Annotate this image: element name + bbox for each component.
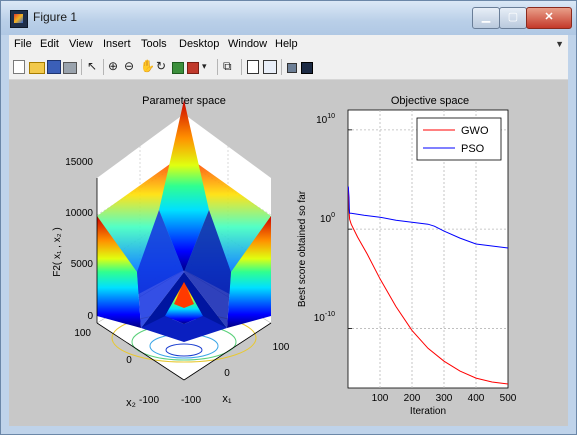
series-line-gwo: [347, 187, 509, 385]
z-tick-label: 10000: [65, 208, 93, 219]
show-tools-icon[interactable]: [287, 63, 297, 73]
legend[interactable]: GWO PSO: [416, 117, 502, 161]
right-plot-title: Objective space: [391, 95, 469, 107]
figure-canvas: Parameter space: [9, 80, 568, 426]
x-axis-label: Iteration: [410, 406, 446, 417]
save-icon[interactable]: [47, 60, 61, 74]
legend-icon[interactable]: [247, 60, 259, 74]
x1-tick-label: 0: [224, 368, 230, 379]
x-tick-label: 400: [468, 393, 485, 404]
x-tick-label: 100: [372, 393, 389, 404]
menu-help[interactable]: Help: [275, 38, 298, 50]
menu-tools[interactable]: Tools: [141, 38, 167, 50]
close-button[interactable]: ✕: [526, 7, 572, 29]
menu-desktop[interactable]: Desktop: [179, 38, 220, 50]
legend-box: [416, 117, 502, 161]
y-tick-labels: 1010 100 10-10: [314, 113, 335, 324]
x-tick-label: 500: [500, 393, 517, 404]
open-file-icon[interactable]: [29, 62, 45, 74]
z-tick-label: 5000: [71, 259, 94, 270]
maximize-button[interactable]: ▢: [499, 7, 527, 29]
legend-label-gwo: GWO: [461, 125, 489, 137]
title-bar[interactable]: Figure 1 ▁ ▢ ✕: [1, 1, 576, 35]
menu-insert[interactable]: Insert: [103, 38, 131, 50]
data-cursor-icon[interactable]: [172, 62, 184, 74]
figure-svg: Parameter space: [52, 95, 517, 417]
z-axis-label: F2( x₁ , x₂ ): [52, 227, 63, 276]
window-title: Figure 1: [33, 10, 78, 24]
legend-label-pso: PSO: [461, 143, 485, 155]
menu-edit[interactable]: Edit: [40, 38, 59, 50]
matlab-figure-icon: [10, 10, 28, 28]
menu-overflow-arrow-icon[interactable]: ▼: [555, 39, 564, 49]
zoom-out-icon[interactable]: ⊖: [124, 59, 135, 73]
menu-window[interactable]: Window: [228, 38, 268, 50]
x2-tick-label: -100: [139, 395, 159, 406]
x2-tick-label: 0: [126, 355, 132, 366]
x1-tick-label: -100: [181, 395, 201, 406]
hide-tools-icon[interactable]: [263, 60, 277, 74]
convergence-lines: [347, 186, 509, 385]
menu-bar: File Edit View Insert Tools Desktop Wind…: [9, 35, 568, 55]
menu-view[interactable]: View: [69, 38, 93, 50]
figure-toolbar: ↖ ⊕ ⊖ ✋ ↻ ▾ ⧉: [9, 55, 568, 80]
x1-axis-line: [183, 322, 272, 381]
rotate-icon[interactable]: ↻: [156, 59, 167, 73]
dock-figure-icon[interactable]: [301, 62, 313, 74]
y-tick-label-1e-10: 10-10: [314, 311, 335, 324]
x2-axis-line: [96, 322, 185, 381]
y-tick-label-1e10: 1010: [316, 113, 335, 126]
pan-icon[interactable]: ✋: [140, 59, 155, 73]
brush-icon[interactable]: [187, 62, 199, 74]
pointer-icon[interactable]: ↖: [87, 59, 98, 73]
zoom-in-icon[interactable]: ⊕: [108, 59, 119, 73]
link-icon[interactable]: ▾: [202, 61, 207, 71]
minimize-button[interactable]: ▁: [472, 7, 500, 29]
x2-axis-label: x₂: [126, 397, 136, 409]
colorbar-icon[interactable]: ⧉: [223, 59, 232, 73]
x1-axis-label: x₁: [222, 393, 232, 405]
y-axis-label: Best score obtained so far: [297, 190, 308, 307]
surface-axes: [96, 100, 272, 381]
y-tick-label-1e0: 100: [320, 212, 335, 225]
z-tick-label: 0: [87, 311, 93, 322]
new-figure-icon[interactable]: [13, 60, 25, 74]
print-icon[interactable]: [63, 62, 77, 74]
z-tick-label: 15000: [65, 157, 93, 168]
series-line-pso: [347, 186, 509, 249]
menu-file[interactable]: File: [14, 38, 32, 50]
x2-tick-label: 100: [74, 328, 91, 339]
surface-plot: [97, 100, 271, 342]
x1-tick-label: 100: [273, 342, 290, 353]
x-tick-label: 300: [436, 393, 453, 404]
x-tick-label: 200: [404, 393, 421, 404]
